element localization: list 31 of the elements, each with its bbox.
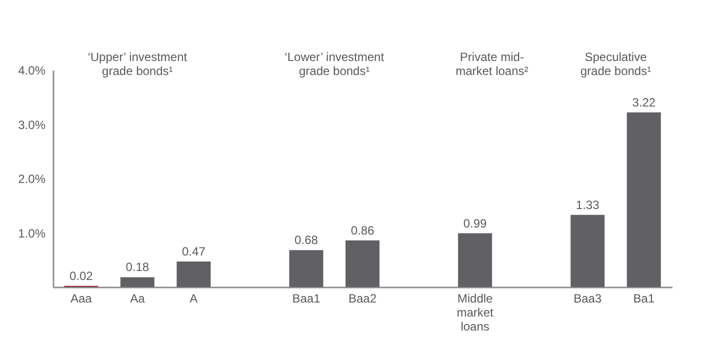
- bar: [289, 250, 324, 287]
- annotation: Speculative grade bonds¹: [580, 50, 652, 78]
- bar: [458, 233, 492, 287]
- bar: [626, 112, 661, 287]
- data-label: 0.47: [182, 244, 206, 259]
- data-label: 3.22: [632, 95, 656, 110]
- annotation: ‘Lower’ investment grade bonds¹: [284, 50, 385, 78]
- annotation: ‘Upper’ investment grade bonds¹: [88, 50, 188, 78]
- x-tick-label: Baa2: [348, 292, 377, 306]
- x-tick-label: Aa: [130, 292, 146, 306]
- bar: [176, 262, 211, 287]
- x-tick-label: Ba1: [633, 292, 655, 306]
- data-label: 0.68: [294, 233, 318, 248]
- x-tick-label: Baa1: [292, 292, 321, 306]
- y-tick-label: 3.0%: [18, 118, 46, 132]
- data-label: 0.02: [69, 268, 94, 283]
- data-label: 0.86: [350, 223, 374, 238]
- x-tick-label: Middle market loans: [456, 292, 494, 334]
- y-tick-label: 4.0%: [18, 64, 46, 78]
- bar: [120, 277, 154, 287]
- x-tick-label: A: [190, 292, 198, 306]
- x-tick-label: Baa3: [574, 292, 602, 306]
- bar: [570, 214, 605, 287]
- y-tick-label: 1.0%: [18, 226, 46, 240]
- data-label: 0.99: [463, 216, 488, 230]
- y-tick-label: 2.0%: [18, 172, 46, 186]
- data-label: 1.33: [576, 198, 600, 212]
- annotation: Private mid-market loans²: [456, 50, 528, 78]
- x-tick-label: Aaa: [70, 292, 92, 306]
- bar: [346, 240, 380, 287]
- data-label: 0.18: [126, 260, 150, 274]
